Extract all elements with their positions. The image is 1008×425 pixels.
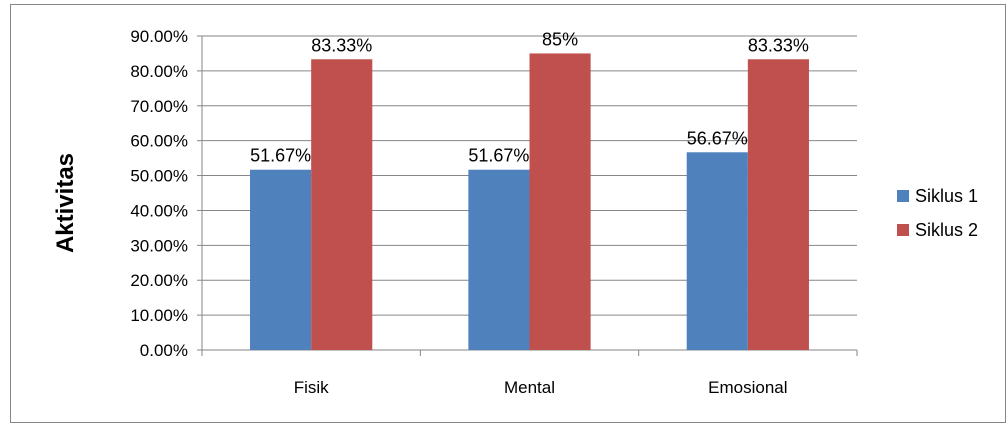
- x-tick-label: Fisik: [294, 378, 329, 397]
- y-tick-label: 70.00%: [130, 97, 188, 116]
- bar-siklus-1: [250, 169, 312, 350]
- x-tick-label: Emosional: [708, 378, 787, 397]
- data-label: 51.67%: [468, 146, 529, 166]
- data-label: 83.33%: [748, 35, 809, 55]
- y-tick-label: 0.00%: [140, 341, 188, 360]
- y-tick-label: 40.00%: [130, 201, 188, 220]
- data-label: 51.67%: [250, 146, 311, 166]
- bar-siklus-2: [529, 53, 591, 350]
- y-axis-title: Aktivitas: [52, 153, 79, 253]
- x-tick-label: Mental: [504, 378, 555, 397]
- data-label: 56.67%: [687, 128, 748, 148]
- legend-swatch: [897, 224, 909, 236]
- bar-siklus-1: [468, 169, 530, 350]
- data-label: 85%: [542, 29, 578, 49]
- bar-siklus-1: [686, 152, 748, 350]
- y-tick-label: 20.00%: [130, 271, 188, 290]
- bar-siklus-2: [311, 59, 373, 351]
- y-tick-label: 90.00%: [130, 27, 188, 46]
- data-label: 83.33%: [311, 35, 372, 55]
- legend-label: Siklus 2: [915, 220, 978, 240]
- y-tick-label: 10.00%: [130, 306, 188, 325]
- legend-swatch: [897, 190, 909, 202]
- y-tick-label: 30.00%: [130, 236, 188, 255]
- legend-label: Siklus 1: [915, 186, 978, 206]
- y-tick-label: 50.00%: [130, 167, 188, 186]
- y-tick-label: 80.00%: [130, 62, 188, 81]
- y-tick-label: 60.00%: [130, 132, 188, 151]
- bar-siklus-2: [747, 59, 809, 351]
